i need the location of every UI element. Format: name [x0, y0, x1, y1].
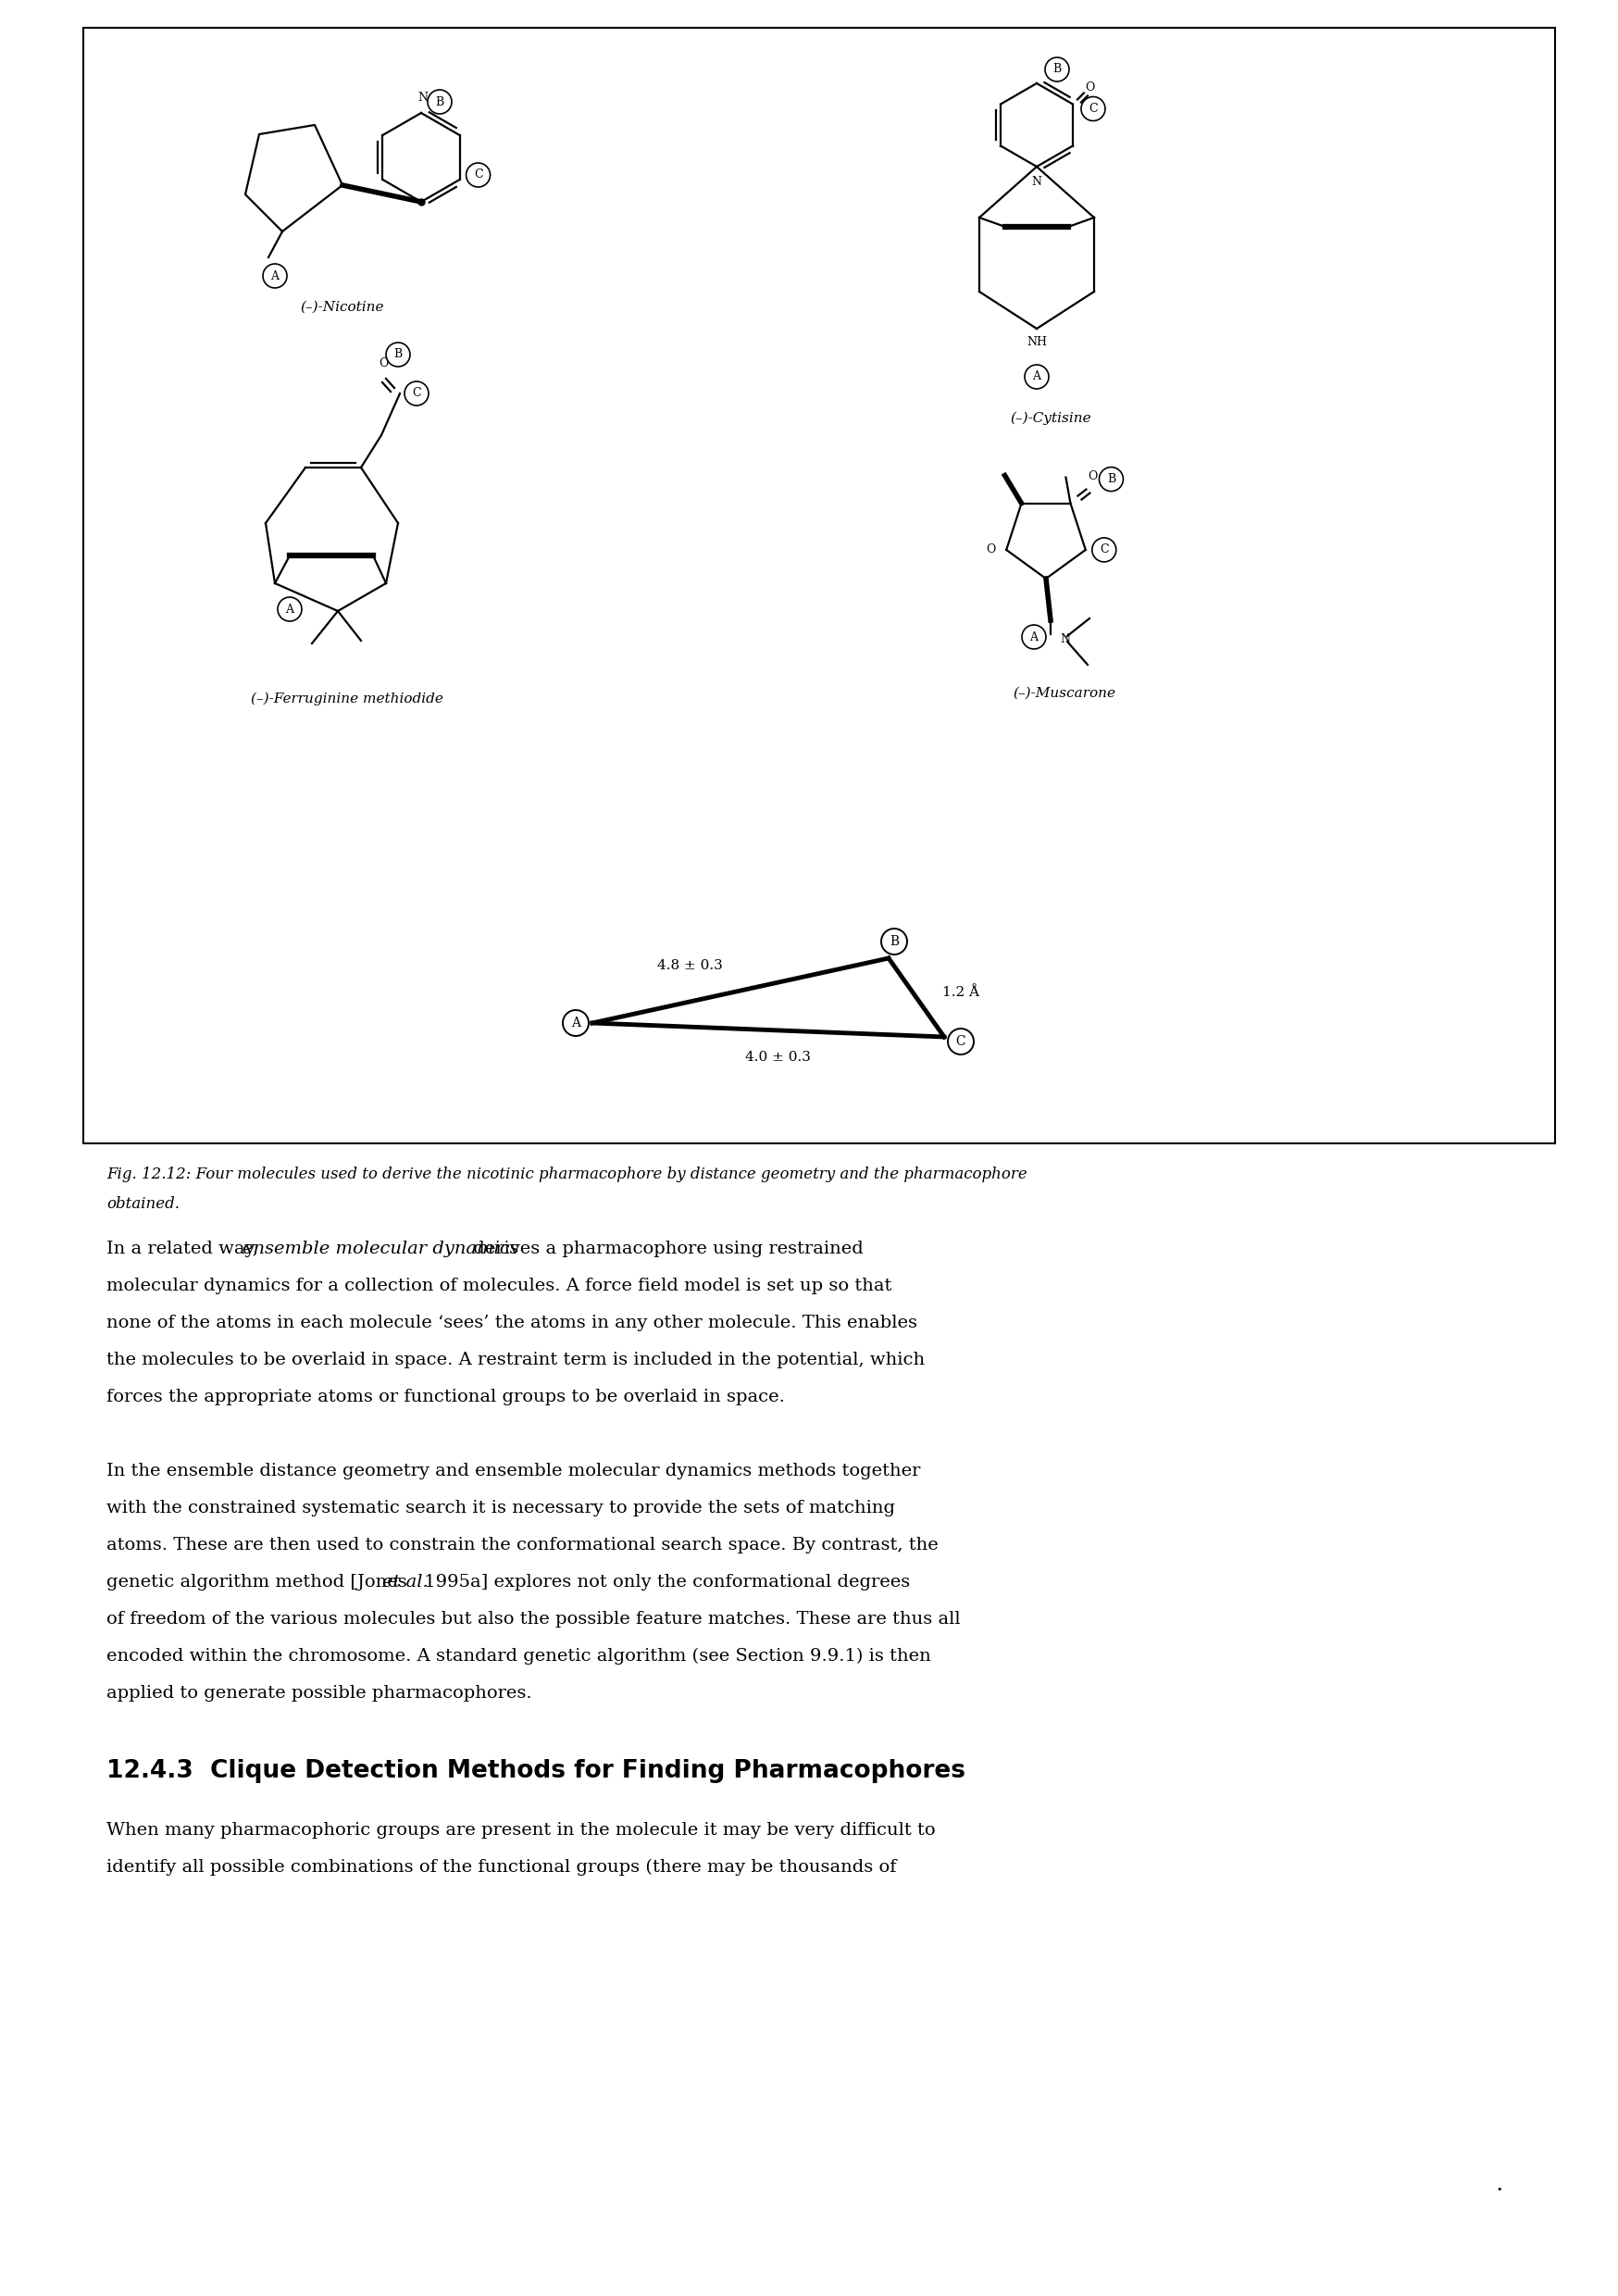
- Text: derives a pharmacophore using restrained: derives a pharmacophore using restrained: [468, 1240, 864, 1258]
- Text: 1.2 Å: 1.2 Å: [942, 987, 979, 999]
- Text: (–)-Nicotine: (–)-Nicotine: [301, 301, 385, 315]
- Text: molecular dynamics for a collection of molecules. A force field model is set up : molecular dynamics for a collection of m…: [107, 1277, 892, 1295]
- Text: 4.0 ± 0.3: 4.0 ± 0.3: [744, 1049, 811, 1063]
- Text: A: A: [571, 1017, 581, 1029]
- Bar: [83, 28, 1555, 1143]
- Text: 12.4.3  Clique Detection Methods for Finding Pharmacophores: 12.4.3 Clique Detection Methods for Find…: [107, 1759, 966, 1784]
- Text: N: N: [1032, 177, 1042, 188]
- Text: applied to generate possible pharmacophores.: applied to generate possible pharmacopho…: [107, 1685, 532, 1701]
- Text: obtained.: obtained.: [107, 1196, 180, 1212]
- Text: none of the atoms in each molecule ‘sees’ the atoms in any other molecule. This : none of the atoms in each molecule ‘sees…: [107, 1316, 917, 1332]
- Text: O: O: [1087, 471, 1097, 482]
- Text: 1995a] explores not only the conformational degrees: 1995a] explores not only the conformatio…: [419, 1573, 909, 1591]
- Text: When many pharmacophoric groups are present in the molecule it may be very diffi: When many pharmacophoric groups are pres…: [107, 1823, 935, 1839]
- Text: O: O: [379, 358, 388, 370]
- Text: atoms. These are then used to constrain the conformational search space. By cont: atoms. These are then used to constrain …: [107, 1536, 938, 1554]
- Text: genetic algorithm method [Jones: genetic algorithm method [Jones: [107, 1573, 413, 1591]
- Text: O: O: [985, 544, 995, 556]
- Text: Fig. 12.12: Four molecules used to derive the nicotinic pharmacophore by distanc: Fig. 12.12: Four molecules used to deriv…: [107, 1166, 1027, 1182]
- Text: forces the appropriate atoms or functional groups to be overlaid in space.: forces the appropriate atoms or function…: [107, 1389, 785, 1405]
- Text: et al.: et al.: [382, 1573, 429, 1591]
- Text: NH: NH: [1026, 335, 1047, 349]
- Text: B: B: [1107, 473, 1115, 484]
- Text: B: B: [435, 96, 443, 108]
- Text: A: A: [1032, 370, 1040, 383]
- Text: C: C: [1100, 544, 1108, 556]
- Text: A: A: [270, 271, 278, 282]
- Text: identify all possible combinations of the functional groups (there may be thousa: identify all possible combinations of th…: [107, 1860, 896, 1876]
- Text: (–)-Ferruginine methiodide: (–)-Ferruginine methiodide: [251, 693, 443, 705]
- Text: the molecules to be overlaid in space. A restraint term is included in the poten: the molecules to be overlaid in space. A…: [107, 1352, 925, 1368]
- Text: C: C: [1089, 103, 1097, 115]
- Text: C: C: [413, 388, 421, 400]
- Text: B: B: [393, 349, 403, 360]
- Text: ensemble molecular dynamics: ensemble molecular dynamics: [243, 1240, 519, 1258]
- Text: C: C: [474, 170, 482, 181]
- Text: In a related way,: In a related way,: [107, 1240, 264, 1258]
- Text: In the ensemble distance geometry and ensemble molecular dynamics methods togeth: In the ensemble distance geometry and en…: [107, 1463, 921, 1479]
- Text: 4.8 ± 0.3: 4.8 ± 0.3: [657, 960, 722, 971]
- Text: C: C: [956, 1035, 966, 1047]
- Text: (–)-Muscarone: (–)-Muscarone: [1013, 687, 1116, 700]
- Text: N: N: [417, 92, 429, 103]
- Text: with the constrained systematic search it is necessary to provide the sets of ma: with the constrained systematic search i…: [107, 1499, 895, 1515]
- Text: N: N: [1060, 634, 1069, 645]
- Text: encoded within the chromosome. A standard genetic algorithm (see Section 9.9.1) : encoded within the chromosome. A standar…: [107, 1649, 930, 1665]
- Text: (–)-Cytisine: (–)-Cytisine: [1010, 411, 1091, 425]
- Text: B: B: [890, 934, 900, 948]
- Text: O: O: [1084, 80, 1094, 94]
- Text: A: A: [285, 604, 294, 615]
- Text: of freedom of the various molecules but also the possible feature matches. These: of freedom of the various molecules but …: [107, 1612, 961, 1628]
- Text: •: •: [1497, 2186, 1503, 2195]
- Text: A: A: [1029, 631, 1039, 643]
- Text: B: B: [1053, 64, 1061, 76]
